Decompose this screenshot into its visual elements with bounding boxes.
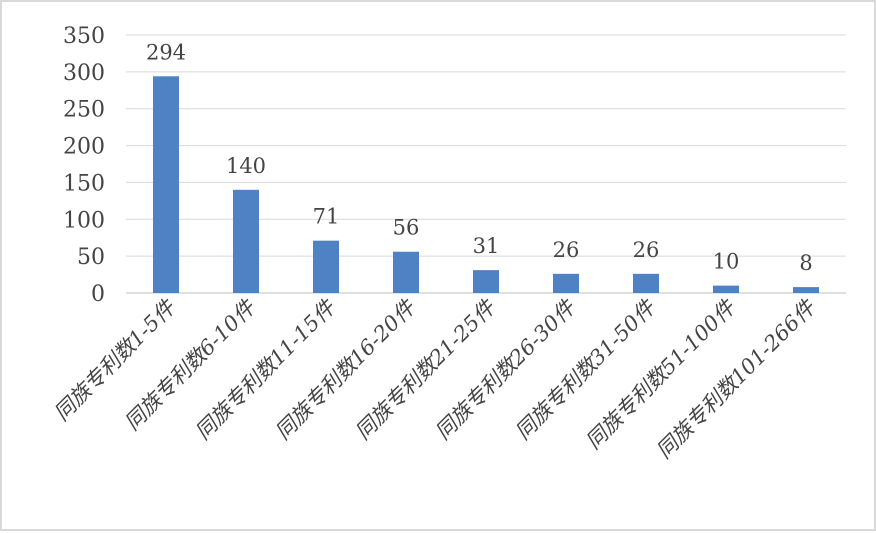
y-tick-label: 100 (63, 208, 105, 233)
bar (313, 240, 339, 293)
data-label: 26 (553, 238, 580, 262)
y-tick-label: 50 (77, 245, 105, 270)
data-label: 294 (146, 40, 186, 64)
bar (793, 287, 819, 293)
x-tick-label: 同族专利数21-25件 (351, 294, 501, 444)
y-tick-label: 200 (63, 135, 105, 160)
bar (713, 285, 739, 293)
bar (393, 251, 419, 293)
bar (553, 273, 579, 293)
data-label: 71 (313, 205, 340, 229)
x-tick-label: 同族专利数101-266件 (652, 294, 821, 463)
y-tick-label: 0 (91, 282, 105, 307)
data-label: 8 (799, 251, 812, 275)
x-tick-label: 同族专利数6-10件 (120, 294, 261, 435)
data-label: 26 (633, 238, 660, 262)
bar (633, 273, 659, 293)
x-tick-label: 同族专利数11-15件 (191, 294, 341, 444)
data-label: 31 (473, 234, 500, 258)
data-label: 10 (713, 250, 740, 274)
bar (233, 189, 259, 293)
x-tick-label: 同族专利数16-20件 (271, 294, 421, 444)
x-tick-label: 同族专利数26-30件 (431, 294, 581, 444)
y-tick-label: 300 (63, 61, 105, 86)
data-label: 56 (393, 216, 420, 240)
y-tick-label: 350 (63, 24, 105, 49)
y-tick-label: 150 (63, 171, 105, 196)
x-tick-label: 同族专利数51-100件 (581, 294, 741, 454)
y-tick-label: 250 (63, 98, 105, 123)
data-label: 140 (226, 154, 266, 178)
x-tick-label: 同族专利数31-50件 (511, 294, 661, 444)
bar (153, 76, 179, 293)
bar (473, 270, 499, 293)
